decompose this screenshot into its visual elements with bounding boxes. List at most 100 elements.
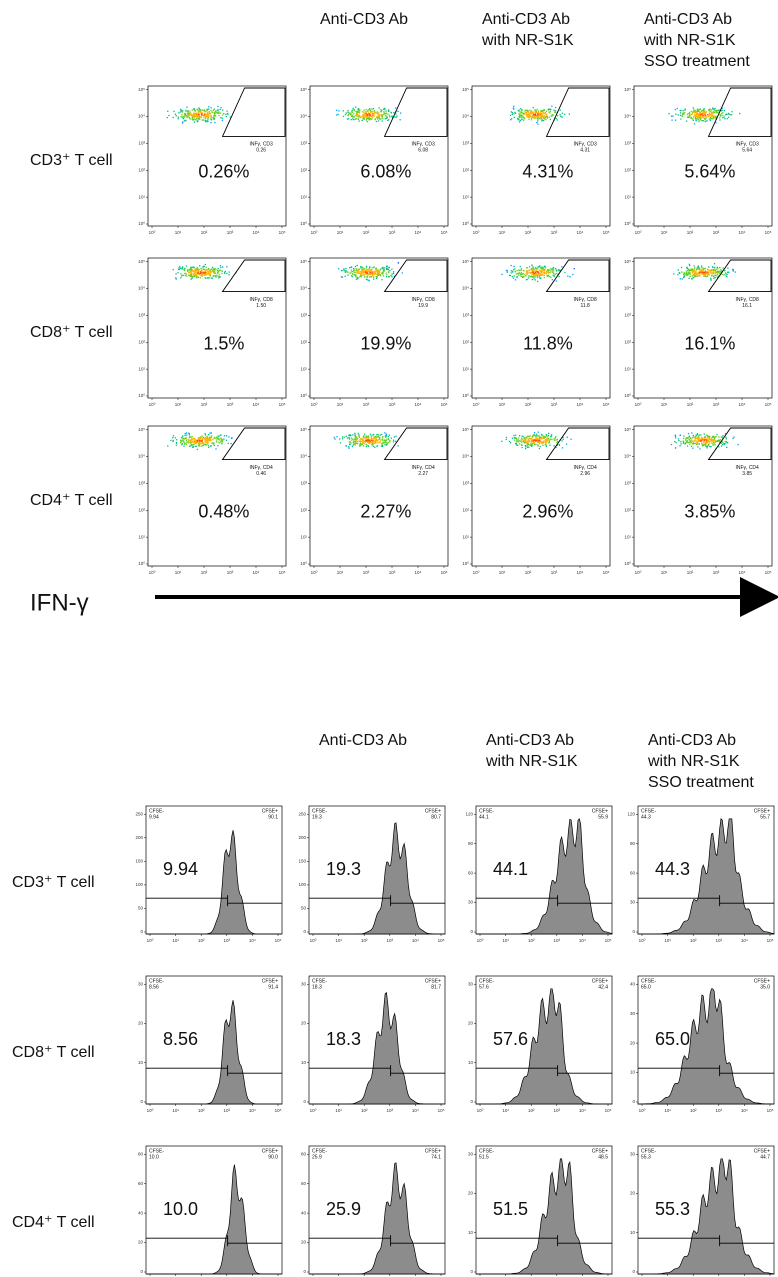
event-dot <box>714 267 715 268</box>
event-dot <box>348 118 349 119</box>
event-dot <box>532 266 533 267</box>
event-dot <box>369 443 370 444</box>
event-dot <box>367 271 368 272</box>
event-dot <box>211 445 212 446</box>
event-dot <box>532 279 533 280</box>
event-dot <box>214 122 215 123</box>
gate-value: 18.3 <box>312 984 322 990</box>
event-dot <box>552 269 553 270</box>
event-dot <box>209 113 210 114</box>
event-dot <box>191 438 192 439</box>
event-dot <box>197 267 198 268</box>
event-dot <box>353 119 354 120</box>
event-dot <box>185 438 186 439</box>
event-dot <box>701 439 702 440</box>
event-dot <box>686 272 687 273</box>
event-dot <box>363 442 364 443</box>
event-dot <box>362 111 363 112</box>
event-dot <box>677 274 678 275</box>
event-dot <box>190 274 191 275</box>
row-label: CD8⁺ T cell <box>12 1044 95 1061</box>
event-dot <box>570 439 571 440</box>
event-dot <box>739 113 740 114</box>
event-dot <box>696 442 697 443</box>
event-dot <box>545 267 546 268</box>
column-header: Anti-CD3 Ab <box>319 732 407 749</box>
event-dot <box>547 436 548 437</box>
event-dot <box>347 275 348 276</box>
event-dot <box>386 440 387 441</box>
gate-value: 44.3 <box>641 814 651 820</box>
event-dot <box>386 269 387 270</box>
event-dot <box>347 118 348 119</box>
event-dot <box>228 436 229 437</box>
event-dot <box>692 443 693 444</box>
event-dot <box>709 118 710 119</box>
y-tick-label: 10³ <box>624 141 631 146</box>
event-dot <box>561 116 562 117</box>
event-dot <box>534 277 535 278</box>
event-dot <box>712 269 713 270</box>
event-dot <box>693 277 694 278</box>
event-dot <box>175 277 176 278</box>
event-dot <box>368 118 369 119</box>
event-dot <box>199 108 200 109</box>
x-tick-label: 10⁰ <box>473 570 480 575</box>
event-dot <box>534 270 535 271</box>
event-dot <box>521 437 522 438</box>
event-dot <box>189 112 190 113</box>
event-dot <box>525 446 526 447</box>
event-dot <box>526 271 527 272</box>
event-dot <box>678 114 679 115</box>
event-dot <box>710 440 711 441</box>
event-dot <box>352 439 353 440</box>
x-tick-label: 10⁴ <box>741 938 748 943</box>
event-dot <box>198 445 199 446</box>
event-dot <box>700 434 701 435</box>
event-dot <box>530 112 531 113</box>
event-dot <box>539 266 540 267</box>
event-dot <box>698 439 699 440</box>
y-tick-label: 60 <box>138 1181 144 1186</box>
y-tick-label: 10⁴ <box>138 114 145 119</box>
event-dot <box>180 273 181 274</box>
y-tick-label: 60 <box>301 1181 307 1186</box>
event-dot <box>202 113 203 114</box>
event-dot <box>694 276 695 277</box>
event-dot <box>201 443 202 444</box>
event-dot <box>555 437 556 438</box>
event-dot <box>528 277 529 278</box>
event-dot <box>523 276 524 277</box>
event-dot <box>522 116 523 117</box>
event-dot <box>544 437 545 438</box>
event-dot <box>226 266 227 267</box>
event-dot <box>374 447 375 448</box>
event-dot <box>373 114 374 115</box>
event-dot <box>518 439 519 440</box>
y-tick-label: 0 <box>303 1099 306 1104</box>
event-dot <box>182 110 183 111</box>
y-tick-label: 100 <box>298 882 306 887</box>
event-dot <box>210 436 211 437</box>
event-dot <box>199 110 200 111</box>
event-dot <box>723 443 724 444</box>
event-dot <box>372 274 373 275</box>
x-tick-label: 10³ <box>227 402 234 407</box>
y-tick-label: 10⁰ <box>624 561 631 566</box>
event-dot <box>207 440 208 441</box>
event-dot <box>348 448 349 449</box>
x-tick-label: 10⁴ <box>577 402 584 407</box>
event-dot <box>732 438 733 439</box>
event-dot <box>683 442 684 443</box>
event-dot <box>522 440 523 441</box>
event-dot <box>538 112 539 113</box>
event-dot <box>386 444 387 445</box>
event-dot <box>208 116 209 117</box>
event-dot <box>541 272 542 273</box>
y-tick-label: 0 <box>470 1099 473 1104</box>
event-dot <box>523 274 524 275</box>
event-dot <box>540 438 541 439</box>
event-dot <box>556 118 557 119</box>
event-dot <box>523 273 524 274</box>
event-dot <box>534 435 535 436</box>
